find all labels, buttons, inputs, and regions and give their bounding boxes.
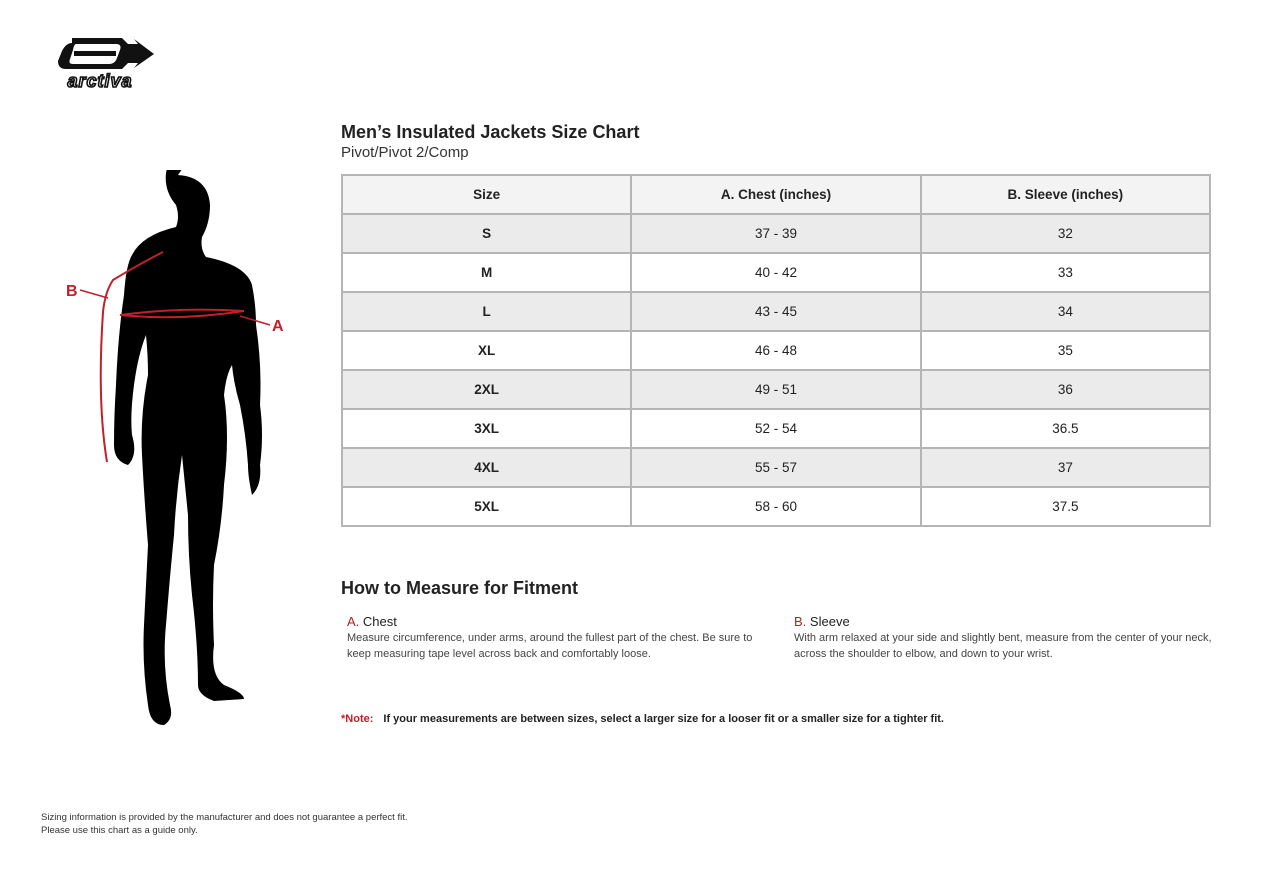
disclaimer: Sizing information is provided by the ma…: [41, 811, 408, 837]
header-sleeve: B. Sleeve (inches): [919, 174, 1212, 215]
body-silhouette-figure: [60, 149, 300, 790]
cell-chest: 43 - 45: [630, 291, 922, 332]
table-header-row: Size A. Chest (inches) B. Sleeve (inches…: [340, 174, 1212, 215]
table-row: 2XL 49 - 51 36: [340, 369, 1212, 410]
table-row: 5XL 58 - 60 37.5: [340, 486, 1212, 527]
arctiva-logo: arctiva: [42, 34, 160, 95]
sleeve-text: With arm relaxed at your side and slight…: [794, 632, 1212, 660]
note-text: If your measurements are between sizes, …: [383, 713, 944, 725]
page-subtitle: Pivot/Pivot 2/Comp: [341, 144, 469, 161]
svg-text:arctiva: arctiva: [67, 71, 132, 90]
chest-letter: A.: [347, 614, 360, 629]
table-row: L 43 - 45 34: [340, 291, 1212, 332]
cell-chest: 37 - 39: [630, 213, 922, 254]
cell-chest: 46 - 48: [630, 330, 922, 371]
header-size: Size: [340, 174, 633, 215]
cell-size: 2XL: [340, 369, 633, 410]
chest-heading: Chest: [362, 614, 397, 629]
cell-sleeve: 37.5: [919, 486, 1212, 527]
label-b: B: [66, 283, 78, 300]
cell-size: L: [340, 291, 633, 332]
cell-chest: 55 - 57: [630, 447, 922, 488]
cell-chest: 52 - 54: [630, 408, 922, 449]
cell-size: S: [340, 213, 633, 254]
cell-size: 3XL: [340, 408, 633, 449]
cell-size: 5XL: [340, 486, 633, 527]
chest-instructions: A. Chest Measure circumference, under ar…: [347, 614, 767, 662]
cell-sleeve: 35: [919, 330, 1212, 371]
table-row: 4XL 55 - 57 37: [340, 447, 1212, 488]
table-row: XL 46 - 48 35: [340, 330, 1212, 371]
table-row: 3XL 52 - 54 36.5: [340, 408, 1212, 449]
sleeve-instructions: B. Sleeve With arm relaxed at your side …: [794, 614, 1214, 662]
disclaimer-line-1: Sizing information is provided by the ma…: [41, 812, 408, 823]
disclaimer-line-2: Please use this chart as a guide only.: [41, 825, 198, 836]
size-table: Size A. Chest (inches) B. Sleeve (inches…: [340, 174, 1212, 527]
fit-note: *Note: If your measurements are between s…: [341, 713, 944, 725]
cell-size: 4XL: [340, 447, 633, 488]
cell-size: M: [340, 252, 633, 293]
how-to-measure-title: How to Measure for Fitment: [341, 578, 579, 598]
note-label: *Note:: [341, 713, 374, 725]
cell-chest: 40 - 42: [630, 252, 922, 293]
cell-chest: 58 - 60: [630, 486, 922, 527]
cell-sleeve: 34: [919, 291, 1212, 332]
header-chest: A. Chest (inches): [630, 174, 922, 215]
cell-sleeve: 36: [919, 369, 1212, 410]
page-title: Men’s Insulated Jackets Size Chart: [341, 122, 640, 142]
table-row: M 40 - 42 33: [340, 252, 1212, 293]
sleeve-heading: Sleeve: [809, 614, 850, 629]
sleeve-letter: B.: [794, 614, 807, 629]
cell-chest: 49 - 51: [630, 369, 922, 410]
cell-sleeve: 37: [919, 447, 1212, 488]
cell-sleeve: 36.5: [919, 408, 1212, 449]
chest-text: Measure circumference, under arms, aroun…: [347, 632, 753, 660]
label-a: A: [272, 318, 284, 335]
cell-size: XL: [340, 330, 633, 371]
table-row: S 37 - 39 32: [340, 213, 1212, 254]
cell-sleeve: 33: [919, 252, 1212, 293]
cell-sleeve: 32: [919, 213, 1212, 254]
